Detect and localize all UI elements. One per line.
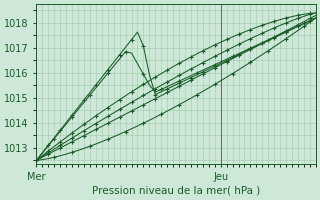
X-axis label: Pression niveau de la mer( hPa ): Pression niveau de la mer( hPa ) [92,186,260,196]
